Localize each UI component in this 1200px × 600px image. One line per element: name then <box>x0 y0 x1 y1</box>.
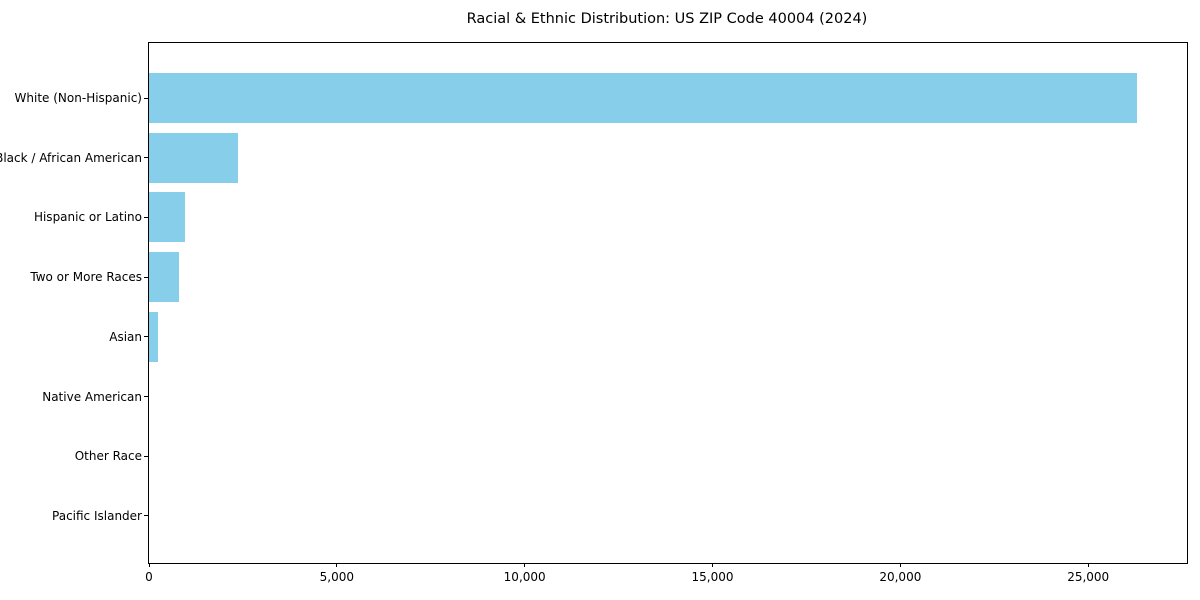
y-tick-label: Other Race <box>74 449 142 464</box>
x-tick-label: 5,000 <box>319 570 354 584</box>
bar <box>149 311 159 362</box>
bar <box>149 252 180 303</box>
x-tick-mark <box>148 563 150 567</box>
chart-title: Racial & Ethnic Distribution: US ZIP Cod… <box>466 11 868 27</box>
y-tick-mark <box>144 336 148 338</box>
y-tick-label: Asian <box>109 329 142 344</box>
x-tick-label: 15,000 <box>691 570 734 584</box>
plot-area: White (Non-Hispanic) Black / African Amer… <box>0 42 1188 584</box>
y-tick-label: Native American <box>42 389 142 404</box>
x-tick-mark <box>336 563 338 567</box>
y-tick-mark <box>144 455 148 457</box>
y-tick-mark <box>144 216 148 218</box>
bar <box>149 73 1138 123</box>
y-tick-mark <box>144 97 148 99</box>
x-tick-label: 0 <box>145 570 153 584</box>
y-tick-label: Black / African American <box>0 150 142 165</box>
bar <box>149 132 239 183</box>
y-tick-mark <box>144 396 148 397</box>
y-tick-label: White (Non-Hispanic) <box>14 91 142 105</box>
bar <box>149 192 185 243</box>
x-tick-mark <box>899 563 901 567</box>
y-tick-mark <box>144 157 148 159</box>
x-tick-label: 20,000 <box>879 570 922 584</box>
x-tick-mark <box>524 563 526 567</box>
x-tick-label: 10,000 <box>503 570 546 584</box>
y-tick-label: Two or More Races <box>30 270 142 285</box>
y-tick-mark <box>144 515 148 517</box>
x-tick-mark <box>712 563 714 567</box>
y-tick-label: Hispanic or Latino <box>33 210 142 225</box>
y-tick-label: Pacific Islander <box>52 508 142 523</box>
y-tick-mark <box>144 276 148 278</box>
x-tick-label: 25,000 <box>1067 570 1110 584</box>
x-tick-mark <box>1087 563 1089 567</box>
